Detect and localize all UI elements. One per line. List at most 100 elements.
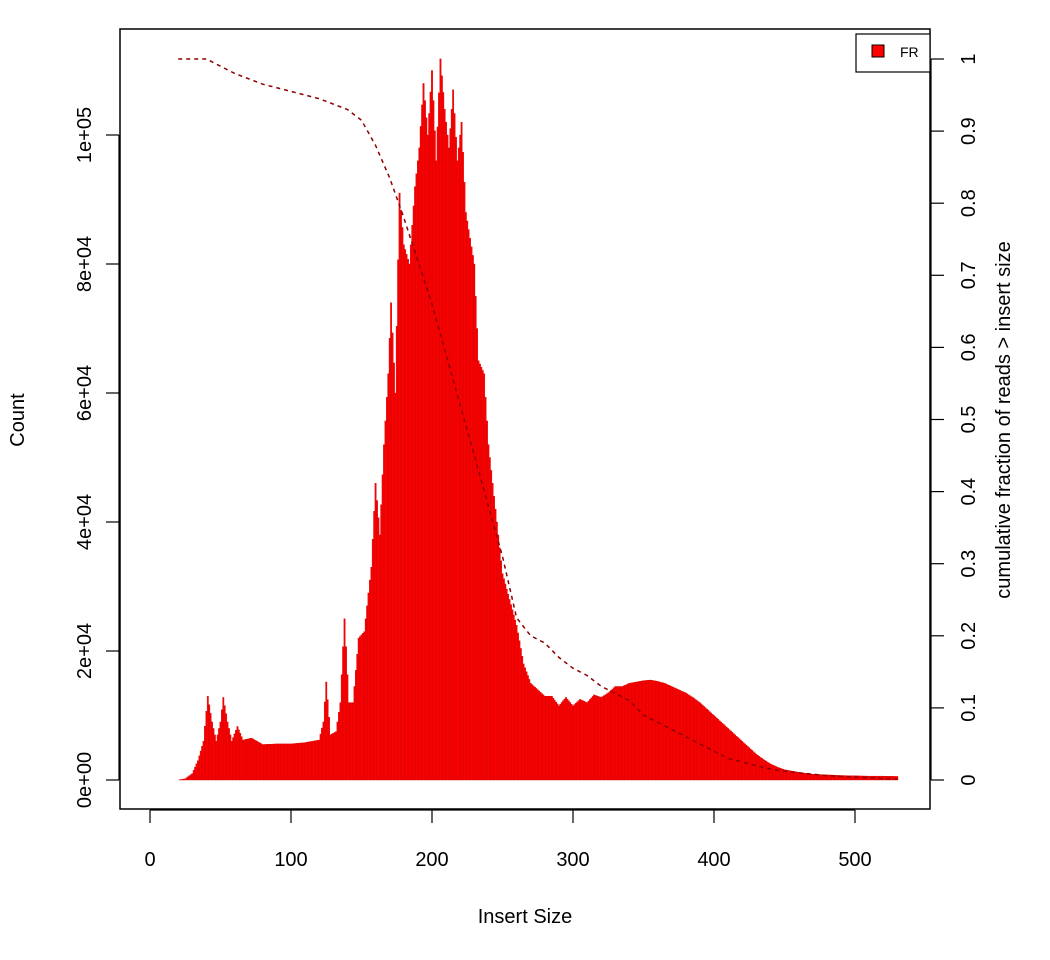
y2-tick-label: 0 bbox=[958, 774, 980, 785]
histogram-bar bbox=[366, 605, 369, 781]
histogram-bar bbox=[758, 756, 760, 781]
histogram-bar bbox=[252, 738, 254, 781]
histogram-bar bbox=[711, 714, 714, 781]
histogram-bar bbox=[378, 534, 381, 781]
histogram-bar bbox=[409, 244, 412, 781]
histogram-bar bbox=[419, 126, 422, 781]
histogram-bars bbox=[178, 58, 899, 781]
histogram-bar bbox=[201, 745, 204, 781]
histogram-bar bbox=[254, 740, 257, 781]
histogram-bar bbox=[393, 362, 395, 781]
legend-label-fr: FR bbox=[900, 44, 919, 60]
histogram-bar bbox=[611, 688, 614, 781]
histogram-bar bbox=[730, 730, 732, 781]
histogram-bar bbox=[418, 147, 421, 781]
histogram-bar bbox=[339, 702, 342, 781]
histogram-bar bbox=[706, 708, 708, 781]
histogram-bar bbox=[191, 773, 194, 781]
histogram-bar bbox=[394, 392, 397, 781]
histogram-bar bbox=[775, 766, 777, 781]
histogram-bar bbox=[682, 691, 684, 781]
y-tick-label: 1e+05 bbox=[74, 107, 96, 163]
histogram-bar bbox=[567, 700, 570, 781]
histogram-bar bbox=[635, 681, 638, 781]
histogram-bar bbox=[752, 751, 755, 781]
histogram-bar bbox=[354, 670, 357, 781]
histogram-bar bbox=[202, 741, 205, 781]
histogram-bar bbox=[618, 686, 621, 781]
histogram-bar bbox=[565, 697, 567, 781]
histogram-bar bbox=[739, 739, 742, 781]
histogram-bar bbox=[601, 696, 604, 781]
histogram-bar bbox=[522, 663, 525, 781]
histogram-bar bbox=[517, 632, 519, 781]
histogram-bar bbox=[699, 702, 701, 781]
histogram-bar bbox=[364, 618, 367, 781]
histogram-bar bbox=[714, 716, 717, 781]
histogram-bar bbox=[211, 721, 213, 781]
histogram-bar bbox=[773, 765, 776, 781]
histogram-bar bbox=[876, 775, 879, 781]
histogram-bar bbox=[479, 363, 481, 781]
histogram-bar bbox=[549, 695, 552, 781]
histogram-bar bbox=[318, 739, 321, 781]
histogram-bar bbox=[634, 682, 636, 781]
x-tick-label: 100 bbox=[274, 849, 307, 871]
x-tick-label: 400 bbox=[697, 849, 730, 871]
histogram-bar bbox=[697, 701, 700, 781]
histogram-bar bbox=[679, 690, 682, 781]
histogram-bar bbox=[794, 771, 797, 781]
histogram-bar bbox=[559, 703, 562, 781]
histogram-bar bbox=[321, 727, 323, 781]
histogram-bar bbox=[363, 631, 366, 781]
histogram-bar bbox=[257, 741, 260, 781]
histogram-bar bbox=[514, 619, 517, 781]
histogram-bar bbox=[766, 761, 769, 781]
y-tick-label: 4e+04 bbox=[74, 494, 96, 550]
histogram-bar bbox=[431, 70, 433, 781]
histogram-bar bbox=[311, 741, 314, 781]
histogram-bar bbox=[404, 249, 407, 781]
histogram-bar bbox=[273, 743, 275, 781]
histogram-bar bbox=[309, 741, 312, 781]
histogram-bar bbox=[222, 697, 225, 781]
histogram-bar bbox=[352, 702, 354, 781]
histogram-bar bbox=[442, 92, 445, 781]
histogram-bar bbox=[598, 696, 601, 781]
histogram-bar bbox=[718, 720, 721, 781]
histogram-bar bbox=[658, 681, 660, 781]
histogram-bar bbox=[713, 715, 715, 781]
histogram-bar bbox=[710, 712, 713, 781]
histogram-bar bbox=[690, 696, 693, 781]
histogram-bar bbox=[780, 768, 783, 781]
histogram-bar bbox=[346, 674, 349, 781]
histogram-bar bbox=[315, 740, 318, 781]
histogram-bar bbox=[610, 690, 612, 781]
y2-tick-label: 0.5 bbox=[958, 406, 980, 434]
histogram-bar bbox=[232, 737, 235, 781]
histogram-bar bbox=[287, 743, 290, 781]
histogram-bar bbox=[432, 100, 435, 781]
histogram-bar bbox=[789, 770, 792, 781]
histogram-bar bbox=[505, 588, 508, 781]
histogram-bar bbox=[237, 729, 240, 781]
histogram-bar bbox=[283, 743, 285, 781]
histogram-bar bbox=[691, 697, 694, 781]
histogram-bar bbox=[401, 227, 404, 781]
histogram-bar bbox=[476, 328, 479, 781]
histogram-bar bbox=[613, 687, 615, 781]
histogram-bar bbox=[325, 681, 328, 781]
histogram-bar bbox=[242, 739, 244, 781]
histogram-bar bbox=[536, 689, 539, 781]
histogram-bar bbox=[608, 691, 611, 781]
histogram-bar bbox=[433, 130, 436, 781]
x-tick-label: 200 bbox=[415, 849, 448, 871]
plot-frame bbox=[119, 28, 931, 810]
histogram-bar bbox=[271, 743, 274, 781]
histogram-bar bbox=[301, 742, 304, 781]
x-tick-label: 300 bbox=[556, 849, 589, 871]
histogram-bar bbox=[589, 699, 591, 781]
histogram-bar bbox=[422, 83, 425, 781]
histogram-bar bbox=[443, 109, 446, 781]
